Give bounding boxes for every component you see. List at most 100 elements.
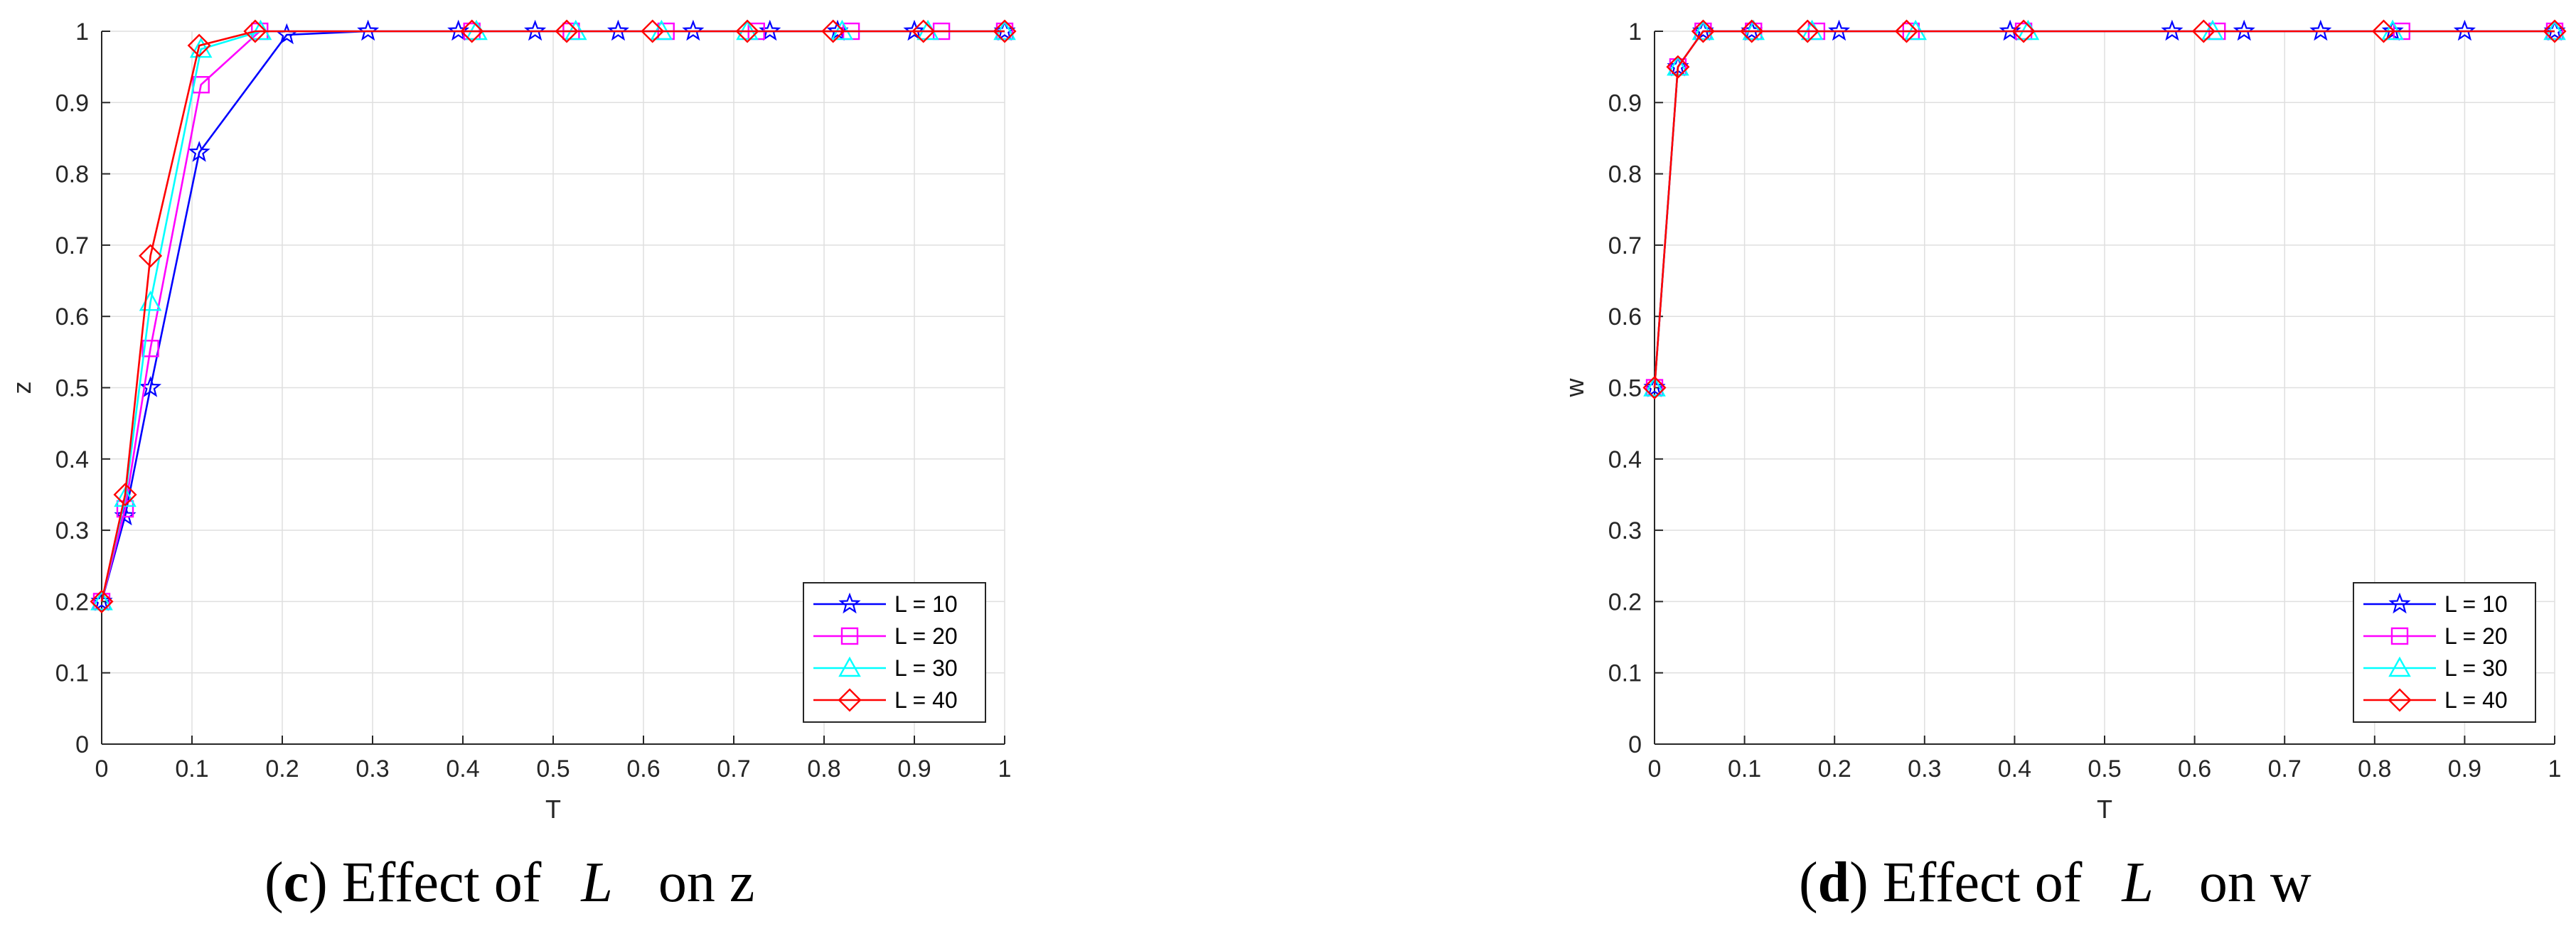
legend-marker [838,688,862,712]
x-tick-label: 0.9 [2448,755,2481,782]
data-point [113,483,137,507]
data-point [606,19,629,41]
y-tick-label: 1 [1628,18,1642,45]
caption-d-letter: d [1818,851,1850,914]
data-point [821,19,845,43]
data-point [650,19,673,41]
data-point [2453,19,2476,41]
caption-d-close: ) [1849,851,1869,914]
x-tick-label: 0.8 [807,755,840,782]
y-tick-label: 0 [1628,731,1642,758]
x-tick-label: 0 [95,755,109,782]
caption-c-prefix: Effect of [328,851,556,914]
legend-marker [2388,688,2412,712]
legend-marker [838,592,861,614]
x-tick-label: 0.8 [2358,755,2391,782]
x-tick-label: 0.4 [1998,755,2031,782]
data-point [114,504,137,526]
y-tick-label: 0.8 [55,161,89,188]
data-point [141,340,159,357]
x-tick-label: 0.5 [536,755,570,782]
legend-marker [840,627,859,645]
data-point [2011,19,2036,43]
data-point [830,19,854,41]
y-tick-label: 0 [75,731,89,758]
data-point [1643,376,1666,397]
legend-box [2353,582,2536,723]
data-point [993,19,1017,43]
data-point [564,19,587,41]
x-tick-label: 0.6 [2178,755,2211,782]
series-4 [90,19,1017,613]
data-point [1691,19,1715,43]
caption-d-var: L [2121,851,2154,914]
caption-d-prefix: Effect of [1869,851,2097,914]
y-tick-label: 0.6 [1608,303,1642,330]
legend-label: L = 10 [894,591,958,617]
x-tick-label: 0.7 [2268,755,2302,782]
data-point [1691,19,1715,41]
data-point [139,244,163,268]
data-point [357,19,380,41]
legend-label: L = 30 [2444,655,2508,681]
data-point [2191,19,2216,43]
legend-label: L = 30 [894,655,958,681]
y-tick-label: 0.7 [1608,232,1642,259]
series-4 [1642,19,2567,400]
data-point [555,19,579,43]
caption-c-var: L [580,851,613,914]
x-tick-label: 0 [1648,755,1662,782]
data-point [2543,19,2567,43]
x-tick-label: 0.5 [2088,755,2121,782]
data-point [1740,19,1764,43]
data-point [1666,55,1690,79]
y-tick-label: 0.6 [55,303,89,330]
series-line [100,30,1005,602]
data-point [460,19,484,43]
x-tick-label: 1 [998,755,1012,782]
data-point [641,19,665,43]
chart-effect-of-l-on-z: 0 0.1 0.2 0.3 0.4 0.5 0.6 0.7 0.8 0.9 1 0 0.1 0.2 0.3 0… [7,18,1017,824]
data-point [189,37,213,58]
data-point [2543,19,2566,41]
x-tick-label: 0.1 [1728,755,1761,782]
data-point [2161,19,2184,41]
legend-marker [2388,656,2411,677]
y-tick-label: 0.8 [1608,161,1642,188]
legend: L = 10 L = 20 L = 30 L = 40 [803,582,986,723]
data-point [735,19,759,43]
legend-label: L = 40 [894,687,958,713]
y-tick-label: 0.1 [1608,660,1642,687]
data-point [2371,19,2396,43]
y-tick-label: 0.5 [55,375,89,402]
y-tick-label: 0.4 [55,446,89,473]
caption-c-suffix: on z [658,851,755,914]
series-line [1653,30,2555,388]
data-point [736,19,759,41]
data-point [2201,19,2224,41]
y-tick-label: 0.4 [1608,446,1642,473]
data-point [2381,19,2404,41]
x-tick-label: 0.4 [446,755,479,782]
chart-effect-of-l-on-w: 0 0.1 0.2 0.3 0.4 0.5 0.6 0.7 0.8 0.9 1 0 0.1 0.2 0.3 0… [1560,18,2567,824]
y-axis-label: w [1560,378,1589,398]
data-point [993,19,1016,41]
x-tick-label: 0.1 [175,755,208,782]
legend-marker [2390,627,2409,645]
data-point [1828,19,1851,41]
legend-label: L = 40 [2444,687,2508,713]
data-point [912,19,936,43]
data-point [90,589,114,613]
y-axis-label: z [7,382,36,394]
data-point [187,33,211,58]
y-tick-label: 0.3 [1608,517,1642,544]
x-axis-label: T [545,795,561,824]
legend-marker [838,656,861,677]
y-tick-label: 1 [75,18,89,45]
caption-c-letter: c [284,851,309,914]
y-tick-label: 0.5 [1608,375,1642,402]
legend-box [803,582,986,723]
data-point [682,19,705,41]
